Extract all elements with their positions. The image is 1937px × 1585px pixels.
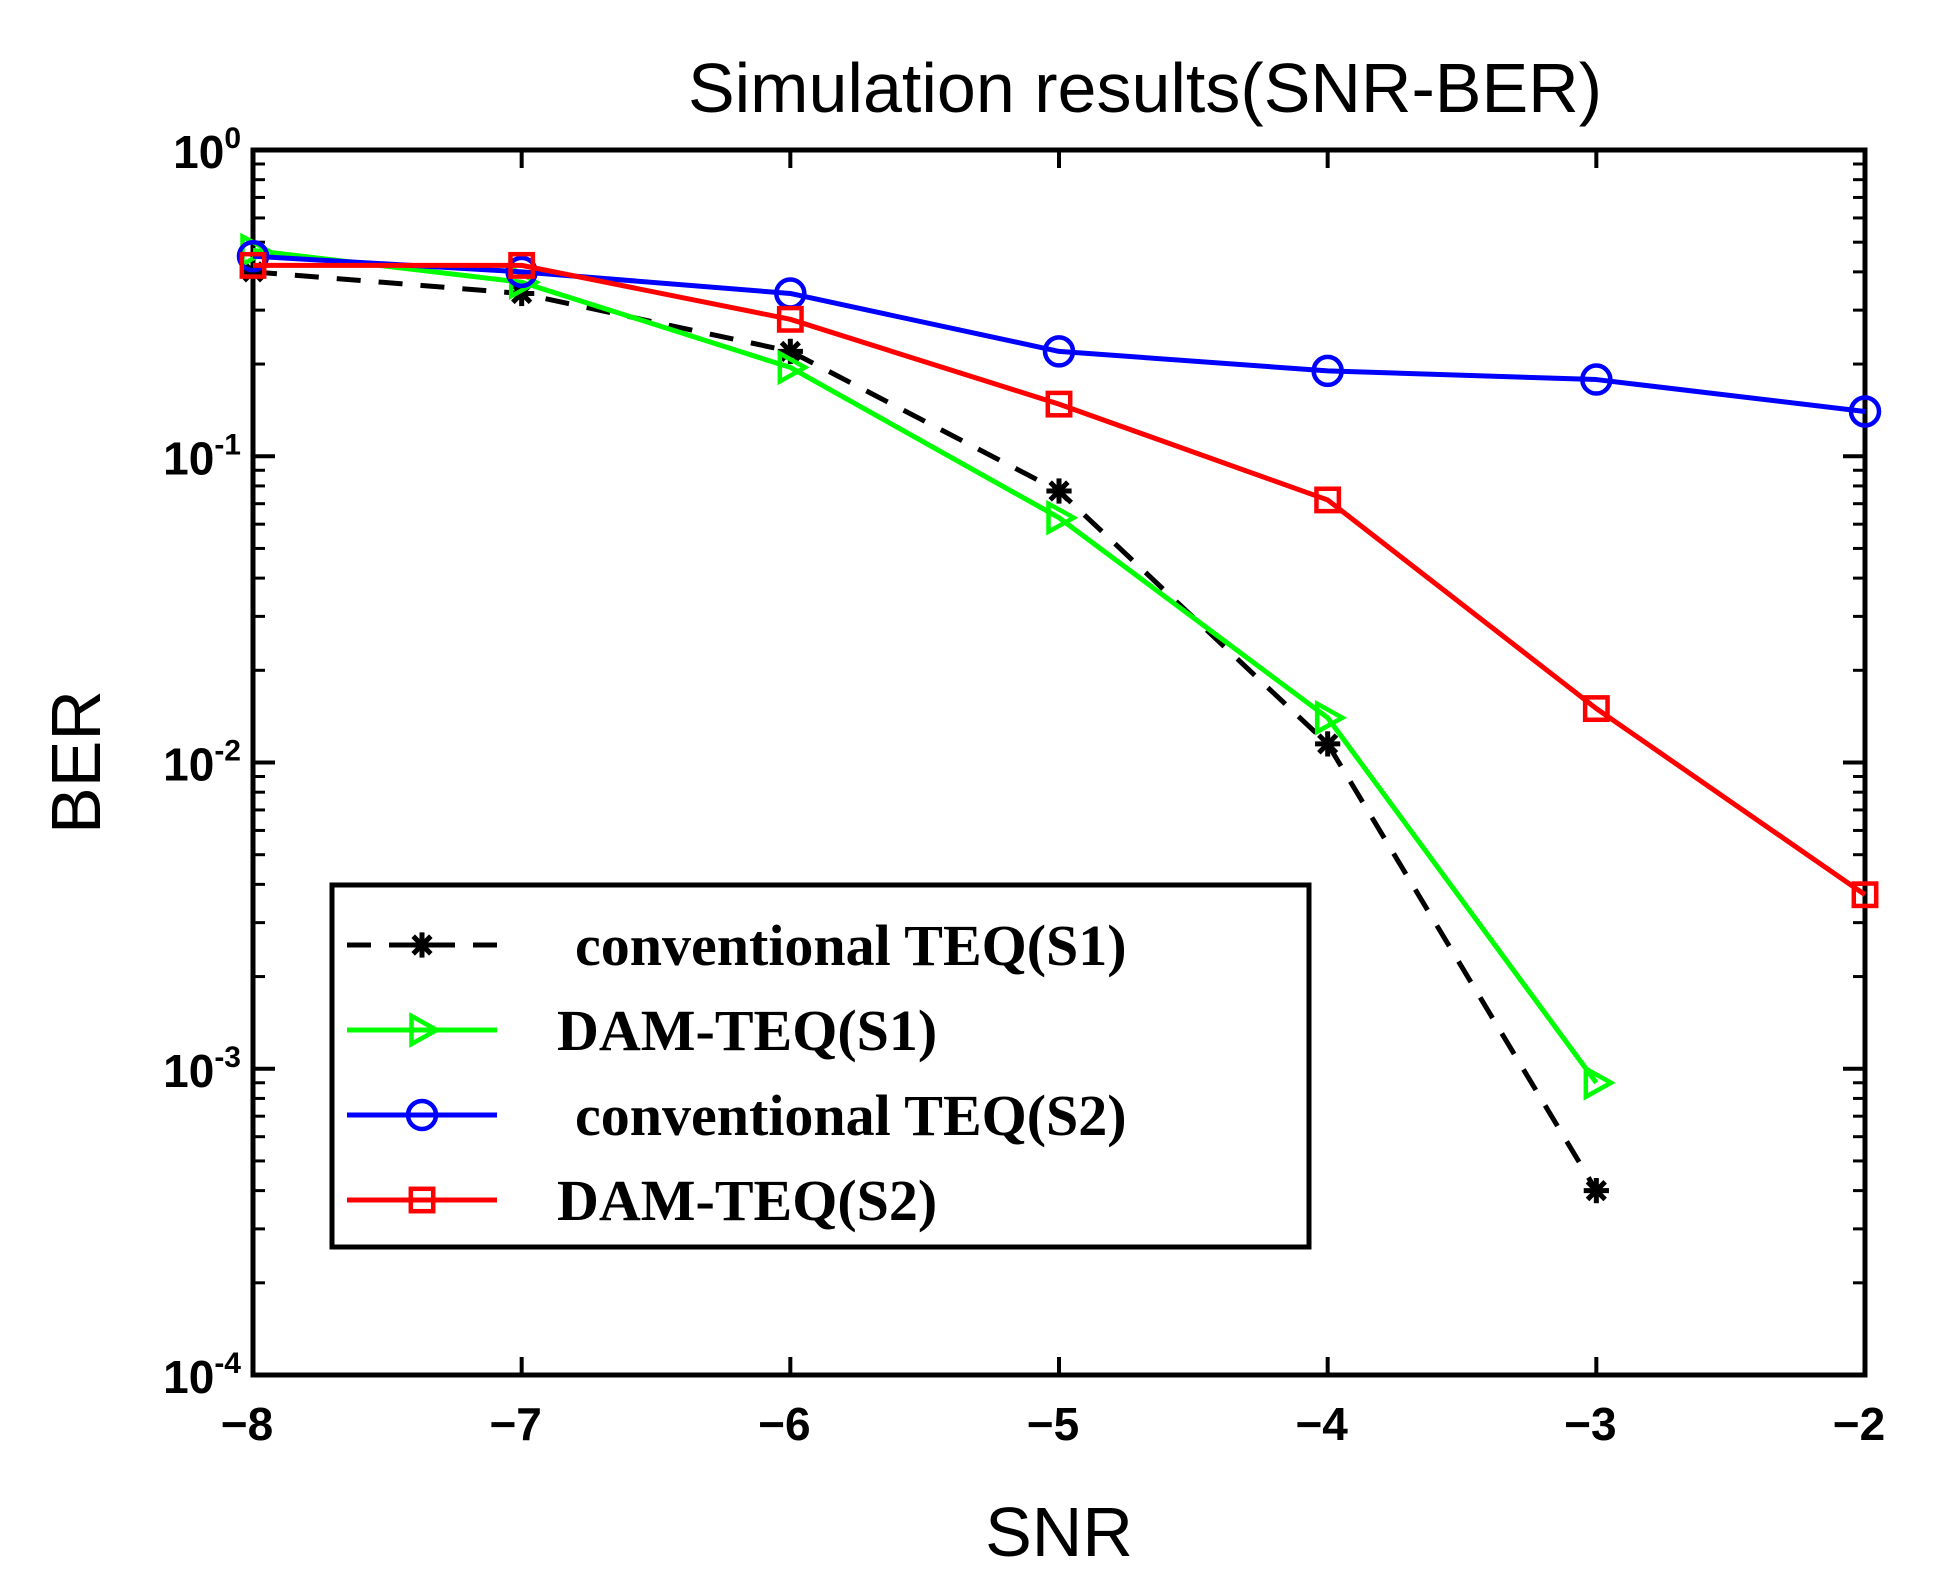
legend-label: DAM-TEQ(S2): [557, 1168, 937, 1233]
legend-label: conventional TEQ(S1): [575, 913, 1127, 978]
y-tick-base: 10: [163, 1351, 214, 1403]
square-marker: [1045, 390, 1073, 418]
x-tick-label: −5: [1027, 1398, 1079, 1450]
y-tick-label: 10-2: [163, 735, 241, 791]
y-tick-base: 10: [163, 1045, 214, 1097]
legend-entry-2: conventional TEQ(S2): [347, 1083, 1127, 1148]
x-tick-label: −4: [1295, 1398, 1348, 1450]
square-marker: [508, 251, 536, 279]
circle-marker: [1042, 335, 1076, 368]
y-axis-label: BER: [37, 690, 115, 834]
y-tick-label: 10-3: [163, 1041, 241, 1097]
x-tick-label: −6: [758, 1398, 810, 1450]
square-marker: [776, 305, 804, 333]
circle-marker: [1311, 354, 1344, 388]
y-tick-base: 10: [163, 739, 214, 791]
asterisk-marker-stroke: [1317, 733, 1339, 755]
square-marker: [1582, 695, 1610, 723]
square-marker: [1851, 881, 1879, 909]
square-marker: [1314, 486, 1342, 514]
triangle-marker: [1046, 499, 1079, 536]
square-marker: [408, 1186, 436, 1214]
series-line: [253, 262, 1867, 897]
series-line: [252, 247, 1599, 1085]
y-tick-exponent: -4: [214, 1347, 241, 1380]
series-line: [252, 253, 1866, 414]
y-tick-exponent: -3: [214, 1041, 241, 1074]
series-3: [239, 251, 1879, 909]
asterisk-marker-stroke: [411, 934, 433, 956]
series-2: [236, 239, 1882, 428]
square-marker: [239, 251, 267, 279]
circle-marker: [236, 239, 270, 273]
legend-label: DAM-TEQ(S1): [557, 998, 937, 1063]
legend: conventional TEQ(S1) DAM-TEQ(S1) conventi…: [329, 882, 1312, 1250]
x-tick-label: −2: [1833, 1398, 1885, 1450]
y-tick-exponent: -2: [214, 735, 241, 768]
triangle-marker: [1314, 699, 1347, 736]
asterisk-marker-stroke: [1585, 1180, 1607, 1202]
triangle-marker: [409, 1012, 442, 1048]
triangle-marker: [777, 349, 810, 386]
circle-marker: [1580, 363, 1613, 396]
y-tick-base: 10: [173, 126, 224, 178]
y-tick-label: 10-4: [163, 1347, 241, 1403]
legend-entry-1: DAM-TEQ(S1): [347, 998, 937, 1063]
y-tick-label: 100: [173, 122, 241, 178]
chart-title: Simulation results(SNR-BER): [688, 49, 1602, 127]
legend-entry-3: DAM-TEQ(S2): [347, 1168, 937, 1233]
x-tick-label: −3: [1564, 1398, 1616, 1450]
circle-marker: [405, 1098, 439, 1132]
circle-marker: [1848, 395, 1882, 428]
circle-marker: [505, 255, 538, 289]
series-line: [252, 269, 1599, 1192]
x-axis-label: SNR: [985, 1493, 1133, 1571]
y-tick-exponent: -1: [214, 428, 241, 461]
x-tick-label: −7: [489, 1398, 541, 1450]
triangle-marker: [1583, 1064, 1616, 1101]
y-tick-exponent: 0: [224, 122, 241, 155]
y-tick-label: 10-1: [163, 428, 241, 484]
legend-entry-0: conventional TEQ(S1): [347, 913, 1127, 978]
asterisk-marker-stroke: [1048, 480, 1070, 502]
y-tick-base: 10: [163, 432, 214, 484]
x-tick-label: −8: [221, 1398, 273, 1450]
legend-label: conventional TEQ(S2): [575, 1083, 1127, 1148]
